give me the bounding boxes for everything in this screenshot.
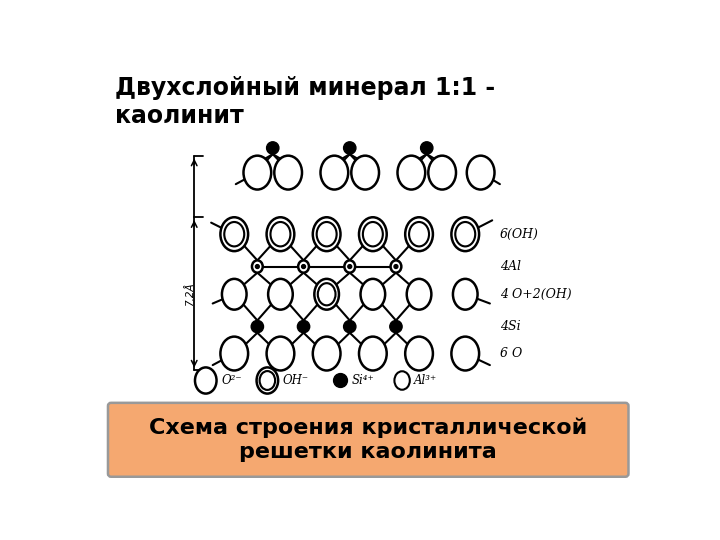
Ellipse shape <box>252 260 263 273</box>
Ellipse shape <box>394 265 398 268</box>
Ellipse shape <box>451 217 479 251</box>
Ellipse shape <box>351 156 379 190</box>
Ellipse shape <box>260 371 275 390</box>
Ellipse shape <box>266 142 279 154</box>
Text: 7.2Å: 7.2Å <box>184 282 194 306</box>
Ellipse shape <box>428 156 456 190</box>
Ellipse shape <box>256 367 278 394</box>
Ellipse shape <box>312 217 341 251</box>
Ellipse shape <box>297 320 310 333</box>
Ellipse shape <box>333 374 348 387</box>
Ellipse shape <box>343 320 356 333</box>
Ellipse shape <box>390 260 401 273</box>
Ellipse shape <box>343 142 356 154</box>
Text: 4Si: 4Si <box>500 320 521 333</box>
Ellipse shape <box>195 367 217 394</box>
Ellipse shape <box>315 279 339 309</box>
Ellipse shape <box>251 320 264 333</box>
Ellipse shape <box>420 142 433 154</box>
Ellipse shape <box>298 260 309 273</box>
Ellipse shape <box>266 336 294 370</box>
Ellipse shape <box>407 279 431 309</box>
Text: Схема строения кристаллической
решетки каолинита: Схема строения кристаллической решетки к… <box>149 417 588 462</box>
Ellipse shape <box>220 336 248 370</box>
Ellipse shape <box>312 336 341 370</box>
Ellipse shape <box>405 217 433 251</box>
Ellipse shape <box>320 156 348 190</box>
Ellipse shape <box>453 279 477 309</box>
FancyBboxPatch shape <box>108 403 629 477</box>
Ellipse shape <box>344 260 355 273</box>
Ellipse shape <box>409 222 429 246</box>
Ellipse shape <box>256 265 259 268</box>
Ellipse shape <box>220 217 248 251</box>
Ellipse shape <box>359 336 387 370</box>
Text: 6(OH): 6(OH) <box>500 228 539 241</box>
Text: O²⁻: O²⁻ <box>221 374 242 387</box>
Text: Двухслойный минерал 1:1 -
каолинит: Двухслойный минерал 1:1 - каолинит <box>115 76 495 128</box>
Text: 4Al: 4Al <box>500 260 521 273</box>
Ellipse shape <box>359 217 387 251</box>
Text: 4 O+2(OH): 4 O+2(OH) <box>500 288 572 301</box>
Ellipse shape <box>395 372 410 390</box>
Ellipse shape <box>222 279 246 309</box>
Ellipse shape <box>268 279 293 309</box>
Text: 6 O: 6 O <box>500 347 522 360</box>
Ellipse shape <box>467 156 495 190</box>
Ellipse shape <box>318 283 336 305</box>
Ellipse shape <box>361 279 385 309</box>
Text: Al³⁺: Al³⁺ <box>414 374 437 387</box>
Ellipse shape <box>274 156 302 190</box>
Ellipse shape <box>348 265 351 268</box>
Text: OH⁻: OH⁻ <box>283 374 309 387</box>
Ellipse shape <box>302 265 305 268</box>
Ellipse shape <box>243 156 271 190</box>
Ellipse shape <box>451 336 479 370</box>
Ellipse shape <box>397 156 426 190</box>
Ellipse shape <box>224 222 244 246</box>
Ellipse shape <box>266 217 294 251</box>
Ellipse shape <box>390 320 402 333</box>
Ellipse shape <box>455 222 475 246</box>
Ellipse shape <box>271 222 290 246</box>
Ellipse shape <box>405 336 433 370</box>
Ellipse shape <box>363 222 383 246</box>
Text: Si⁴⁺: Si⁴⁺ <box>352 374 375 387</box>
Ellipse shape <box>317 222 337 246</box>
